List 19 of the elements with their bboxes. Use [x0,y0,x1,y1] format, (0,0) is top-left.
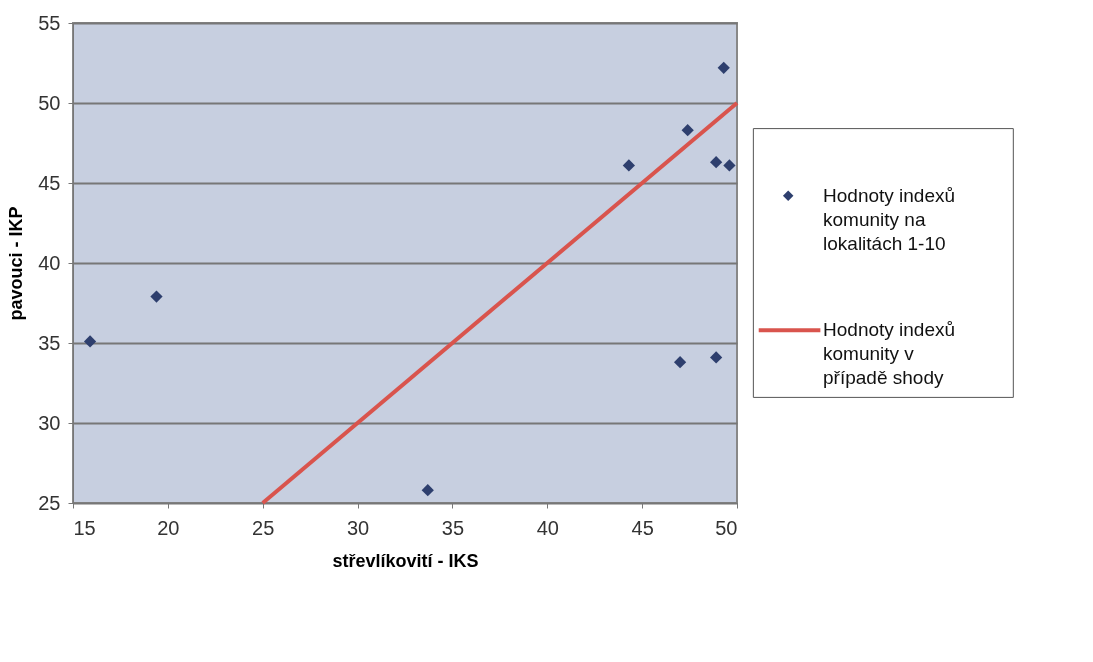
legend-label: Hodnoty indexů komunity v případě shody [823,319,956,389]
x-tick-label: 35 [441,516,465,539]
y-axis-title: pavouci - IKP [6,206,27,321]
y-tick-label: 45 [38,171,61,194]
y-tick-label: 40 [38,251,61,274]
y-tick-label: 35 [38,331,61,354]
x-tick-label: 50 [715,516,738,539]
x-tick-label: 30 [346,516,370,539]
x-tick-label: 25 [252,516,275,539]
x-tick-label: 15 [73,516,96,539]
y-tick-label: 25 [38,491,61,514]
x-tick-label: 20 [157,516,180,539]
x-tick-label: 45 [631,516,654,539]
y-tick-label: 55 [38,11,61,34]
x-axis-title: střevlíkovití - IKS [332,550,479,571]
legend-label: Hodnoty indexů komunity na lokalitách 1-10 [823,184,956,254]
x-tick-label: 40 [536,516,559,539]
y-tick-label: 50 [38,91,61,114]
y-tick-label: 30 [38,411,61,434]
